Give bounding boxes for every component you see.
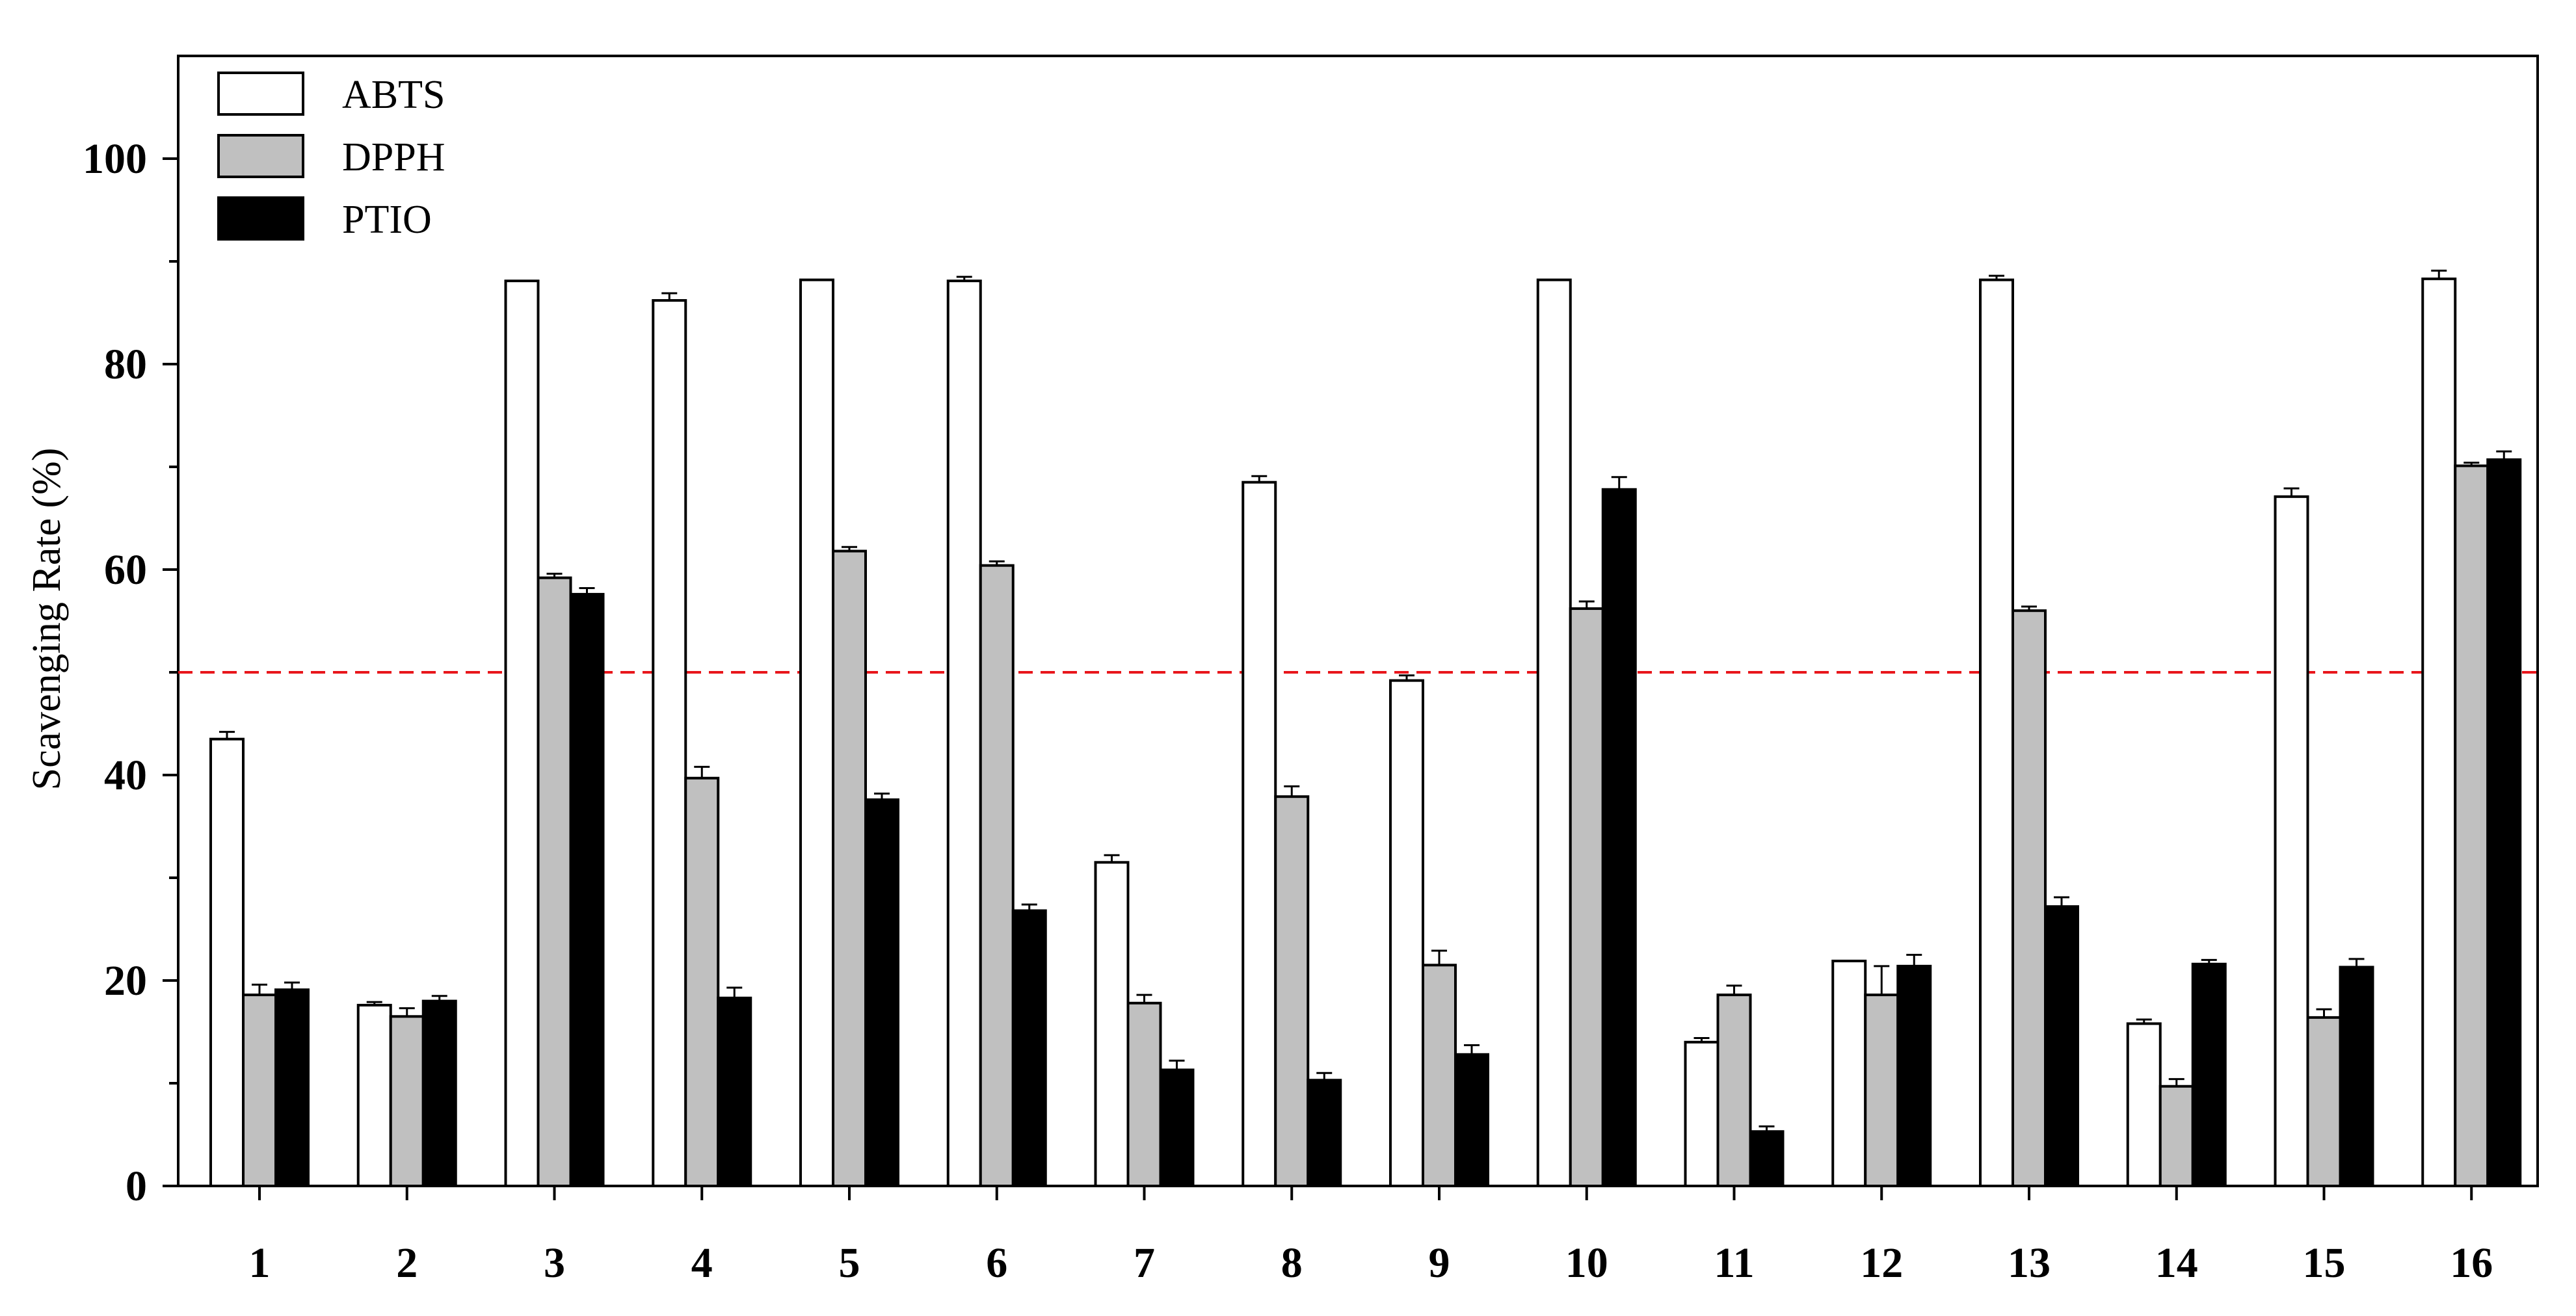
bar-abts	[1831, 959, 1867, 1187]
bar-abts	[1979, 278, 2014, 1188]
bar-dpph	[1864, 994, 1900, 1187]
x-tick-label: 7	[1134, 1239, 1155, 1287]
bar-abts	[2126, 1022, 2162, 1187]
bar-dpph	[1274, 795, 1310, 1188]
y-tick-label: 40	[104, 752, 147, 799]
x-tick-label: 6	[986, 1239, 1007, 1287]
x-tick-label: 16	[2450, 1239, 2493, 1287]
x-tick-label: 1	[249, 1239, 271, 1287]
bar-ptio	[2044, 905, 2079, 1187]
bar-abts	[1536, 278, 1572, 1188]
x-tick-label: 9	[1429, 1239, 1450, 1287]
bar-ptio	[421, 999, 457, 1187]
legend-label-abts: ABTS	[342, 73, 445, 117]
y-tick-label: 0	[126, 1163, 147, 1210]
x-tick-label: 11	[1714, 1239, 1754, 1287]
bar-dpph	[2454, 464, 2490, 1187]
x-tick-label: 2	[396, 1239, 418, 1287]
bar-dpph	[979, 564, 1015, 1187]
bar-abts	[356, 1003, 392, 1188]
bar-dpph	[537, 576, 572, 1187]
bar-dpph	[2158, 1085, 2194, 1187]
bar-ptio	[1307, 1079, 1342, 1188]
bar-dpph	[2306, 1016, 2342, 1187]
bar-dpph	[389, 1015, 425, 1188]
bar-ptio	[1159, 1068, 1195, 1187]
bar-abts	[1094, 861, 1130, 1188]
legend-swatch-dpph	[217, 134, 304, 178]
y-tick-label: 20	[104, 957, 147, 1005]
plot-frame	[177, 55, 2539, 1187]
x-tick-label: 12	[1860, 1239, 1903, 1287]
bar-abts	[209, 737, 245, 1187]
bar-dpph	[684, 776, 720, 1187]
x-tick-label: 5	[839, 1239, 860, 1287]
bar-ptio	[1601, 488, 1637, 1187]
x-tick-label: 4	[691, 1239, 713, 1287]
bar-ptio	[1011, 909, 1047, 1188]
bar-dpph	[2012, 609, 2047, 1187]
x-tick-label: 15	[2303, 1239, 2346, 1287]
bar-abts	[504, 280, 540, 1187]
bar-abts	[1389, 679, 1424, 1187]
bar-abts	[652, 299, 687, 1187]
bar-dpph	[242, 994, 277, 1187]
legend-label-dpph: DPPH	[342, 135, 445, 179]
bar-dpph	[832, 549, 867, 1187]
bar-ptio	[2486, 458, 2522, 1188]
x-tick-label: 3	[544, 1239, 565, 1287]
bar-dpph	[1422, 964, 1457, 1188]
bar-abts	[2274, 495, 2309, 1188]
bar-abts	[1242, 480, 1277, 1188]
bar-ptio	[2191, 962, 2227, 1187]
x-tick-label: 14	[2155, 1239, 2198, 1287]
y-tick-label: 60	[104, 546, 147, 594]
bar-ptio	[717, 996, 752, 1187]
y-axis-title: Scavenging Rate (%)	[25, 448, 69, 791]
legend-swatch-abts	[217, 72, 304, 116]
bar-ptio	[1896, 964, 1932, 1187]
x-tick-label: 8	[1281, 1239, 1303, 1287]
bar-ptio	[274, 988, 310, 1187]
legend-label-ptio: PTIO	[342, 198, 432, 242]
bar-abts	[799, 278, 834, 1188]
bar-ptio	[2339, 966, 2374, 1187]
bar-ptio	[569, 592, 605, 1187]
bar-ptio	[1749, 1130, 1785, 1188]
bar-ptio	[1454, 1053, 1489, 1188]
bar-dpph	[1569, 607, 1604, 1187]
bar-dpph	[1716, 994, 1752, 1187]
y-tick-label: 80	[104, 341, 147, 388]
y-tick-label: 100	[83, 135, 147, 183]
bar-abts	[2421, 277, 2457, 1187]
bar-dpph	[1126, 1001, 1162, 1187]
x-tick-label: 10	[1565, 1239, 1608, 1287]
bar-ptio	[864, 798, 899, 1188]
x-tick-label: 13	[2008, 1239, 2051, 1287]
bar-abts	[1684, 1040, 1720, 1188]
legend-swatch-ptio	[217, 196, 304, 241]
bar-abts	[946, 280, 982, 1187]
